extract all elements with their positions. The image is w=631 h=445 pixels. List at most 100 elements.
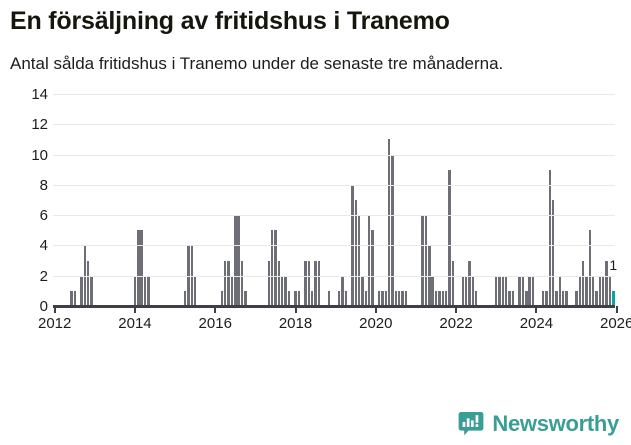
bar [598, 275, 602, 306]
bar [143, 275, 147, 306]
bar [558, 275, 561, 306]
gridline [53, 215, 615, 217]
gridline [53, 245, 615, 247]
bar [287, 290, 291, 306]
bar [464, 275, 468, 306]
gridline [53, 124, 615, 126]
bar [468, 260, 471, 306]
bar [297, 290, 301, 306]
bar [317, 260, 321, 306]
bar [548, 169, 551, 306]
bar [294, 290, 297, 306]
bar [444, 290, 448, 306]
chart-container: 1 0 2 4 6 8 10 12 14 2012 2014 2016 2018 2020 2022 20… [8, 86, 631, 338]
plot-area: 1 0 2 4 6 8 10 12 14 [31, 87, 617, 314]
gridline [53, 275, 615, 277]
bar [561, 290, 565, 306]
page-subtitle: Antal sålda fritidshus i Tranemo under d… [10, 54, 504, 73]
x-axis-tick-label: 2016 [198, 315, 232, 332]
x-axis-tick-mark [53, 306, 56, 313]
bar [354, 200, 357, 306]
bar [244, 290, 247, 306]
bar [224, 260, 227, 306]
bar [137, 230, 140, 306]
x-axis-tick-label: 2022 [439, 315, 473, 332]
x-axis-tick-label: 2024 [519, 315, 554, 332]
bar [451, 260, 454, 306]
bar [147, 275, 150, 306]
bar [585, 275, 588, 306]
bar [448, 169, 451, 306]
bar [555, 290, 558, 306]
y-axis-tick-label: 6 [39, 207, 48, 225]
bar [608, 275, 612, 306]
bar [602, 275, 605, 306]
bar [311, 290, 314, 306]
bar [495, 275, 498, 306]
bar [314, 260, 317, 306]
x-axis-tick-mark [374, 306, 377, 313]
bar [80, 275, 83, 306]
bar [277, 260, 280, 306]
page-title: En försäljning av fritidshus i Tranemo [10, 7, 450, 35]
bar [307, 260, 311, 306]
bar [401, 290, 404, 306]
x-axis-tick-mark [455, 306, 458, 313]
bar [90, 275, 93, 306]
bar [531, 275, 535, 306]
bar [270, 230, 274, 306]
bar [461, 275, 464, 306]
x-axis-tick-mark [535, 306, 538, 313]
bar [434, 290, 438, 306]
bar [582, 260, 585, 306]
bar [595, 290, 598, 306]
bar [528, 275, 531, 306]
axis-baseline [53, 305, 615, 308]
bar [86, 260, 90, 306]
bar [545, 290, 548, 306]
bar [541, 290, 545, 306]
gridline [53, 184, 615, 186]
bar [511, 290, 515, 306]
gridline [53, 94, 615, 95]
bar [344, 290, 347, 306]
y-axis-tick-label: 0 [39, 298, 48, 315]
bar [441, 290, 444, 306]
bar [521, 275, 525, 306]
x-axis-tick-mark [214, 306, 217, 313]
x-axis-tick-label: 2018 [278, 315, 313, 332]
bar [341, 275, 344, 306]
bar [280, 275, 284, 306]
x-axis-tick-mark [133, 306, 136, 313]
bar [227, 260, 230, 306]
bar [592, 275, 595, 306]
gridline [53, 154, 615, 156]
bar [518, 275, 521, 306]
x-axis: 2012 2014 2016 2018 2020 2022 2024 2026 [38, 306, 631, 336]
bar [471, 275, 475, 306]
bar [361, 275, 364, 306]
bar [391, 154, 394, 306]
bar [220, 290, 224, 306]
bar [394, 290, 398, 306]
bar [183, 290, 187, 306]
bar [578, 275, 582, 306]
bar [284, 275, 287, 306]
bar [367, 215, 371, 306]
bar [237, 215, 240, 306]
bar [73, 290, 76, 306]
bar [387, 139, 391, 306]
bar [498, 275, 501, 306]
bar [421, 215, 424, 306]
brand-name: Newsworthy [492, 411, 619, 436]
bar [364, 290, 367, 306]
bar [474, 290, 478, 306]
bar [588, 230, 592, 306]
y-axis-tick-label: 14 [31, 86, 48, 103]
bar [133, 275, 137, 306]
bar [431, 275, 434, 306]
x-axis-tick-label: 2012 [37, 315, 72, 332]
bar [371, 230, 374, 306]
bar [404, 290, 408, 306]
bar [234, 215, 237, 306]
